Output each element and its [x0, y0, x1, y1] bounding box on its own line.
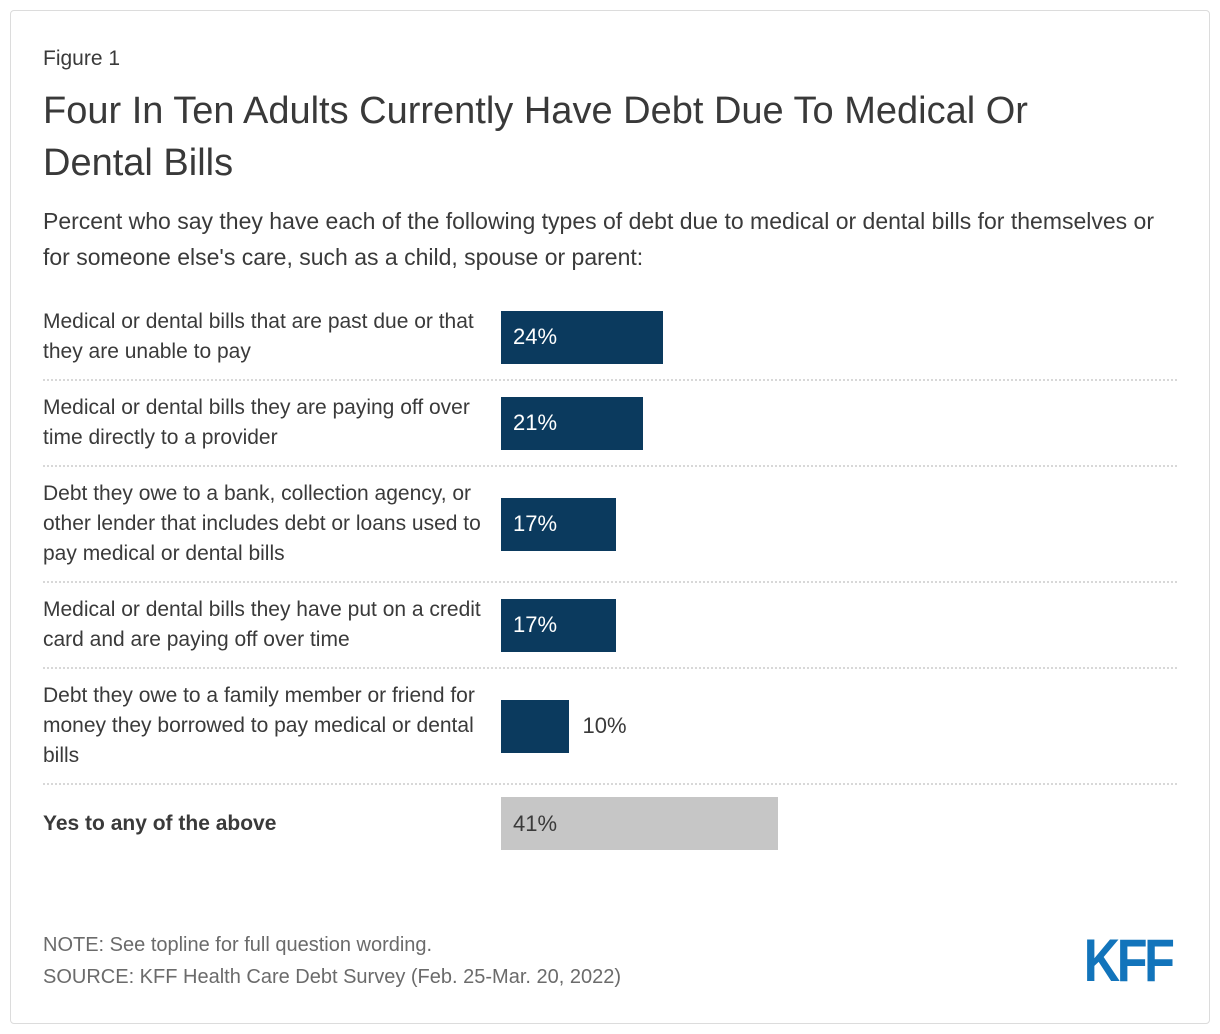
- category-label: Medical or dental bills they have put on…: [43, 598, 481, 651]
- chart-subtitle: Percent who say they have each of the fo…: [43, 208, 1155, 270]
- figure-label: Figure 1: [43, 47, 121, 70]
- bar-area: 17%: [501, 497, 1177, 551]
- chart-row: Debt they owe to a bank, collection agen…: [43, 465, 1177, 581]
- bar-area: 17%: [501, 598, 1177, 652]
- chart-title: Four In Ten Adults Currently Have Debt D…: [43, 90, 1028, 184]
- category-label: Yes to any of the above: [43, 811, 277, 835]
- bar: [501, 497, 616, 551]
- bar: [501, 396, 643, 450]
- bar: [501, 598, 616, 652]
- value-label: 24%: [513, 324, 558, 349]
- bar: [501, 699, 569, 753]
- category-label: Medical or dental bills they are paying …: [43, 396, 470, 449]
- category-label: Debt they owe to a family member or frie…: [43, 684, 475, 767]
- category-label: Medical or dental bills that are past du…: [43, 310, 474, 363]
- figure-footer: NOTE: See topline for full question word…: [43, 899, 1177, 993]
- chart-row: Medical or dental bills they have put on…: [43, 581, 1177, 667]
- footer-notes: NOTE: See topline for full question word…: [43, 929, 621, 993]
- figure-card: Figure 1 Four In Ten Adults Currently Ha…: [10, 10, 1210, 1024]
- bar-area: 10%: [501, 699, 1177, 753]
- bar-area: 24%: [501, 310, 1177, 364]
- note-text: NOTE: See topline for full question word…: [43, 934, 433, 956]
- value-label: 17%: [513, 612, 558, 637]
- kff-logo: KFF: [1084, 927, 1175, 994]
- bar-chart: Medical or dental bills that are past du…: [43, 295, 1177, 862]
- value-label: 10%: [582, 713, 627, 738]
- bar: [501, 797, 778, 850]
- chart-row: Medical or dental bills they are paying …: [43, 379, 1177, 465]
- bar: [501, 310, 663, 364]
- value-label: 41%: [513, 810, 558, 836]
- value-label: 21%: [513, 410, 558, 435]
- chart-row: Debt they owe to a family member or frie…: [43, 667, 1177, 783]
- value-label: 17%: [513, 511, 558, 536]
- bar-area: 41%: [501, 797, 1177, 850]
- bar-area: 21%: [501, 396, 1177, 450]
- source-text: SOURCE: KFF Health Care Debt Survey (Feb…: [43, 966, 621, 988]
- category-label: Debt they owe to a bank, collection agen…: [43, 482, 481, 565]
- chart-row: Medical or dental bills that are past du…: [43, 295, 1177, 379]
- chart-row: Yes to any of the above 41%: [43, 783, 1177, 862]
